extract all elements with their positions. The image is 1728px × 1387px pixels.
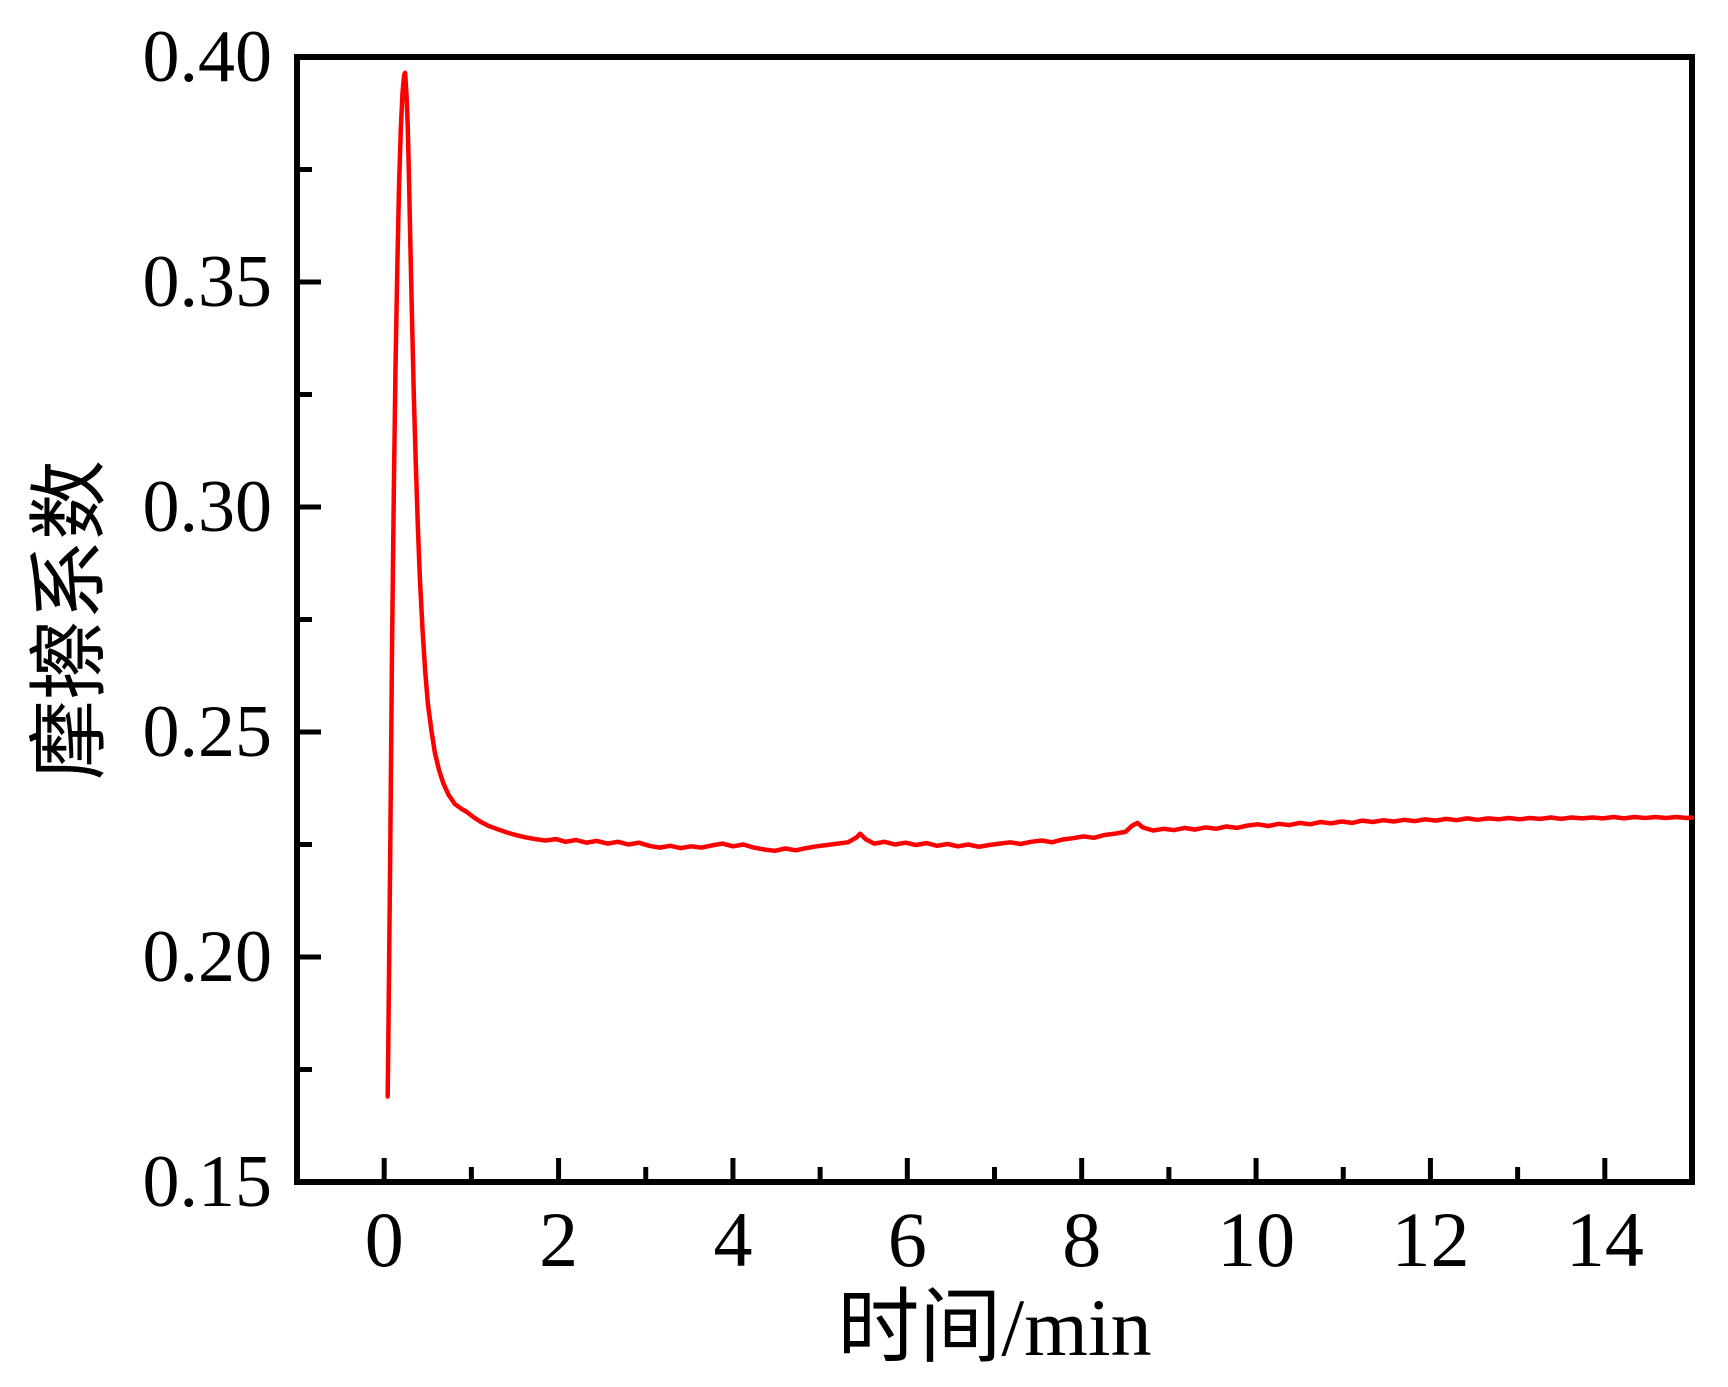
x-tick-label-0: 0 [364, 1196, 404, 1283]
x-tick-label-8: 8 [1062, 1196, 1102, 1283]
x-tick-label-14: 14 [1565, 1196, 1644, 1283]
x-tick-label-4: 4 [713, 1196, 753, 1283]
plot-frame [294, 54, 1695, 1185]
x-tick-label-2: 2 [539, 1196, 579, 1283]
x-tick-label-6: 6 [887, 1196, 927, 1283]
y-tick-label-0.40: 0.40 [142, 16, 273, 98]
y-tick-label-0.15: 0.15 [142, 1141, 273, 1223]
x-tick-label-12: 12 [1391, 1196, 1470, 1283]
y-axis-title: 摩擦系数 [27, 460, 115, 780]
y-tick-label-0.35: 0.35 [142, 241, 273, 323]
x-axis-title: 时间/min [837, 1282, 1152, 1373]
friction-coefficient-curve-line [385, 70, 1695, 1099]
y-tick-label-0.30: 0.30 [142, 466, 273, 548]
y-tick-label-0.20: 0.20 [142, 916, 273, 998]
y-tick-label-0.25: 0.25 [142, 691, 273, 773]
x-tick-label-10: 10 [1217, 1196, 1296, 1283]
